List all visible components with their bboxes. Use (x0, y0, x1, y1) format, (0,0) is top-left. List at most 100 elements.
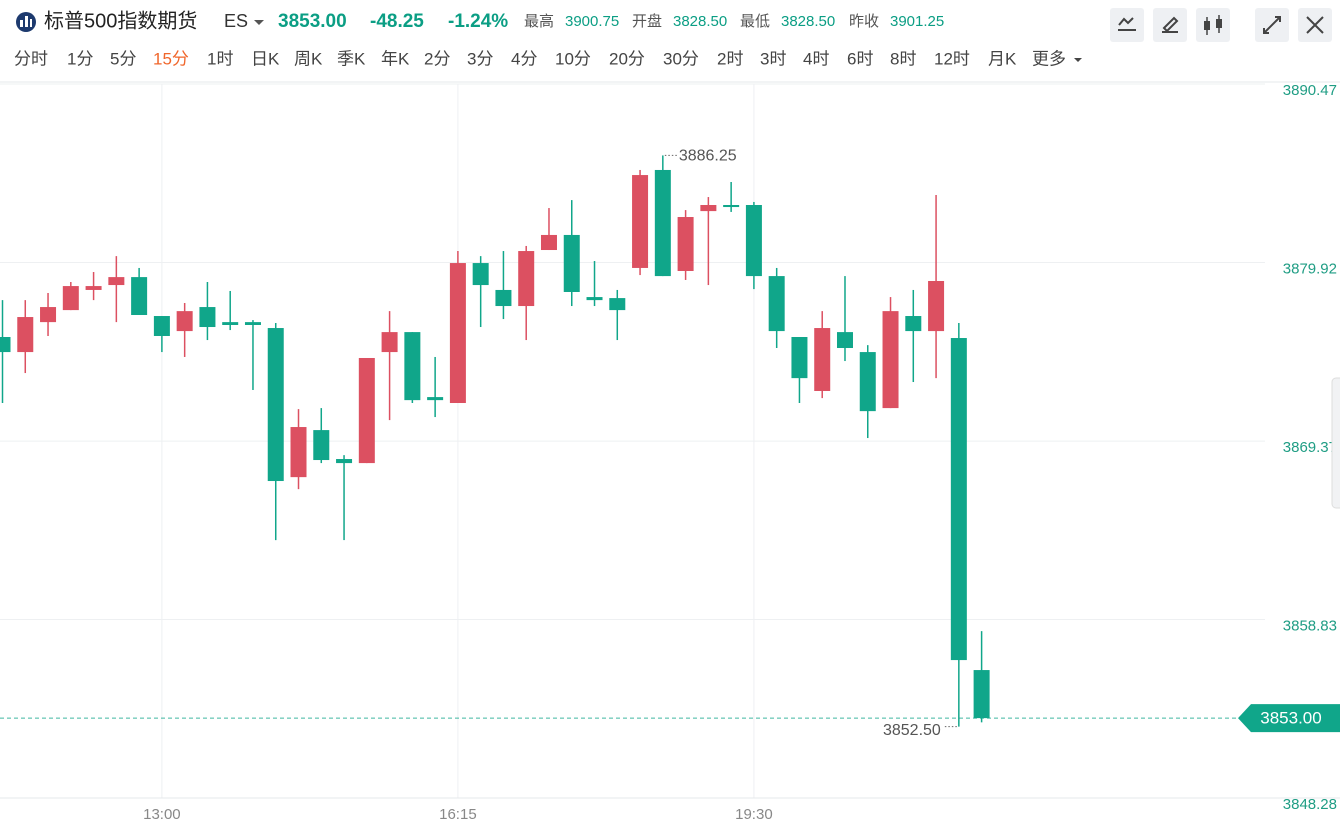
candle-body (791, 337, 808, 379)
side-handle[interactable] (1331, 377, 1340, 509)
timeframe-tab[interactable]: 20分 (609, 49, 645, 68)
candle-body (973, 670, 990, 719)
candle-body (336, 459, 353, 464)
icon (1204, 21, 1210, 30)
timeframe-tab[interactable]: 2时 (717, 49, 743, 68)
icon (1162, 16, 1179, 33)
timeframe-tab[interactable]: 年K (381, 49, 410, 68)
stat-label: 最低 (740, 13, 770, 30)
candle-button[interactable] (1196, 8, 1230, 42)
change: -48.25 (370, 11, 424, 32)
candle-body (244, 322, 261, 325)
stat-value: 3828.50 (781, 13, 835, 30)
timeframe-tab[interactable]: 6时 (847, 49, 873, 68)
timeframe-tab[interactable]: 月K (988, 49, 1017, 68)
x-tick-label: 13:00 (143, 806, 181, 823)
candle-body (449, 263, 466, 404)
icon (1118, 17, 1136, 31)
candle-body (17, 317, 34, 353)
stat-value: 3828.50 (673, 13, 727, 30)
timeframe-tab[interactable]: 4时 (803, 49, 829, 68)
candle-body (358, 357, 375, 464)
symbol[interactable]: ES (224, 11, 248, 31)
candle-body (609, 298, 626, 311)
candle-body (290, 427, 307, 478)
timeframe-tab[interactable]: 10分 (555, 49, 591, 68)
y-tick-label: 3890.47 (1283, 82, 1337, 99)
x-tick-label: 16:15 (439, 806, 477, 823)
timeframe-tab[interactable]: 更多 (1032, 49, 1066, 68)
timeframe-tab[interactable]: 15分 (153, 49, 189, 68)
candle-body (40, 307, 57, 323)
candle-body (928, 280, 945, 332)
candle-body (950, 338, 967, 661)
icon (1216, 19, 1222, 28)
y-tick-label: 3869.37 (1283, 439, 1337, 456)
y-tick-label: 3879.92 (1283, 261, 1337, 278)
timeframe-tab[interactable]: 日K (251, 49, 280, 68)
candle-body (427, 397, 444, 401)
candle-body (905, 316, 922, 332)
timeframe-tab[interactable]: 30分 (663, 49, 699, 68)
toolbar (1110, 8, 1332, 42)
candle-body (0, 337, 11, 353)
candle-body (85, 286, 102, 290)
timeframe-tab[interactable]: 分时 (14, 49, 48, 68)
stats: 最高 3900.75 开盘 3828.50 最低 3828.50 昨收 3901.25 (524, 12, 944, 30)
stat-value: 3900.75 (565, 13, 619, 30)
last-price-label: 3853.00 (1260, 709, 1321, 728)
candle-body (814, 328, 831, 391)
candle-body (632, 175, 649, 268)
candle-body (654, 169, 671, 277)
timeframe-tab[interactable]: 3分 (467, 49, 493, 68)
timeframe-tab[interactable]: 2分 (424, 49, 450, 68)
candle-body (267, 328, 284, 482)
timeframe-tab[interactable]: 1时 (207, 49, 233, 68)
candle-body (108, 277, 125, 286)
last-price-tag (1238, 704, 1340, 733)
candle-body (313, 430, 330, 461)
timeframe-tab[interactable]: 4分 (511, 49, 537, 68)
candle-body (176, 311, 193, 332)
candle-body (381, 332, 398, 353)
draw-button[interactable] (1153, 8, 1187, 42)
stat-label: 昨收 (849, 13, 879, 30)
icon (1263, 16, 1281, 34)
candle-body (495, 289, 512, 307)
candle-body (540, 234, 557, 251)
timeframe-tab[interactable]: 5分 (110, 49, 136, 68)
timeframe-tab[interactable]: 周K (294, 49, 323, 68)
symbol-caret[interactable] (254, 20, 264, 25)
icon (1306, 16, 1324, 34)
timeframe-tab[interactable]: 8时 (890, 49, 916, 68)
candle-body (404, 332, 421, 401)
candle-body (62, 286, 79, 311)
timeframe-tab[interactable]: 3时 (760, 49, 786, 68)
candle-body (745, 205, 762, 277)
candle-body (222, 322, 239, 325)
x-tick-label: 19:30 (735, 806, 773, 823)
candle-body (153, 316, 170, 336)
candle-body (199, 307, 216, 328)
candle-body (563, 234, 580, 292)
candle-body (472, 263, 489, 286)
title: 标普500指数期货 (44, 9, 197, 32)
stat-value: 3901.25 (890, 13, 944, 30)
timeframe-tab[interactable]: 1分 (67, 49, 93, 68)
y-tick-label: 3848.28 (1283, 796, 1337, 813)
candle-body (700, 205, 717, 212)
stat-label: 开盘 (632, 12, 662, 30)
candle-body (518, 251, 535, 307)
timeframe-tab[interactable]: 季K (337, 49, 366, 68)
timeframe-tab[interactable]: 12时 (934, 49, 970, 68)
y-tick-label: 3858.83 (1283, 617, 1337, 634)
candle-body (586, 297, 603, 301)
logo (16, 12, 36, 32)
change-pct: -1.24% (448, 11, 508, 32)
candle-body (859, 352, 876, 412)
tabs: 分时 1分 5分 15分 1时 日K 周K 季K 年K 2分 3分 4分 10分 20分 30分 2时 3时 4时… (14, 49, 1082, 68)
indicator-button[interactable] (1110, 8, 1144, 42)
candle-body (882, 311, 899, 409)
more-caret[interactable] (1074, 58, 1082, 62)
